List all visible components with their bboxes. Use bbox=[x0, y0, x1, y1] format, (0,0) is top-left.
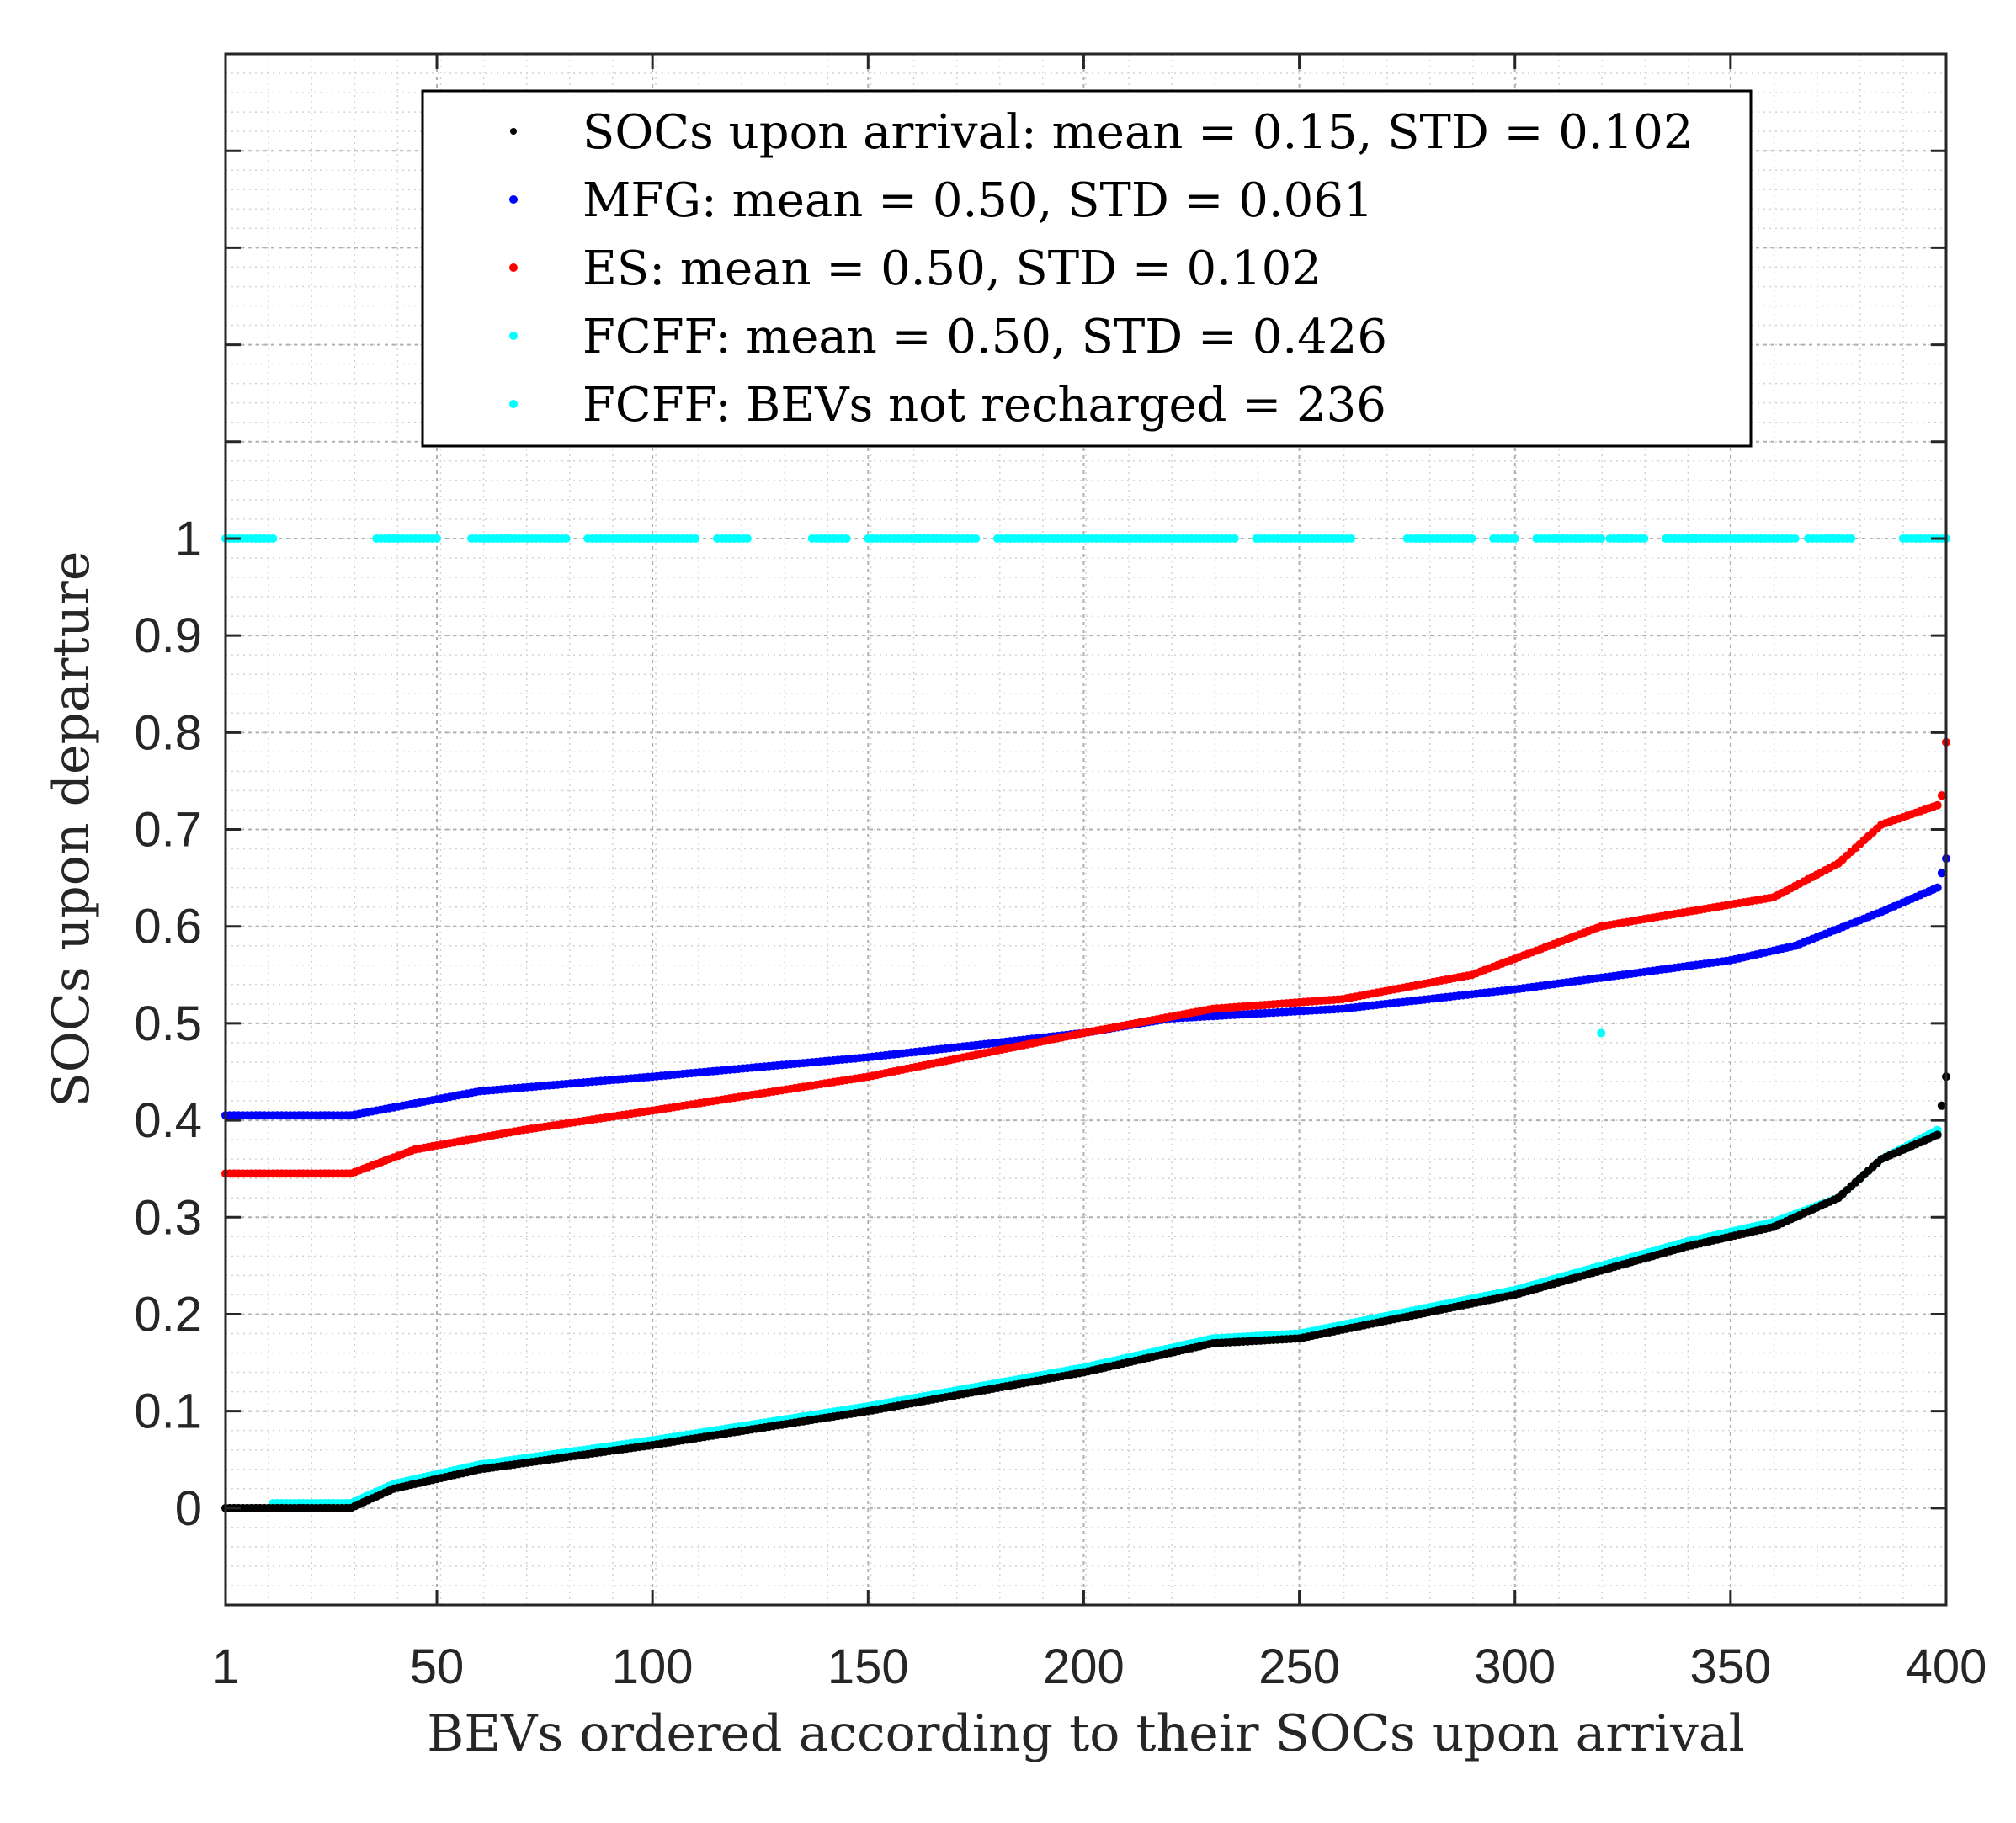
y-tick-label: 0.6 bbox=[134, 900, 202, 954]
y-tick-labels: 0 0.1 0.2 0.3 0.4 0.5 0.6 0.7 0.8 0.9 1 bbox=[134, 512, 202, 1536]
y-tick-label: 0.3 bbox=[134, 1190, 202, 1245]
y-tick-label: 0.1 bbox=[134, 1385, 202, 1439]
y-tick-label: 0.5 bbox=[134, 997, 202, 1051]
es-marker bbox=[1933, 800, 1942, 810]
legend-label-fcff-not-recharged: FCFF: BEVs not recharged = 236 bbox=[582, 378, 1386, 433]
x-axis-title: BEVs ordered according to their SOCs upo… bbox=[427, 1704, 1745, 1763]
x-tick-label: 150 bbox=[827, 1640, 909, 1694]
fcff-not-recharged-marker bbox=[1230, 534, 1239, 543]
mfg-marker bbox=[1937, 869, 1946, 878]
fcff-not-recharged-marker bbox=[842, 534, 851, 543]
x-tick-label: 1 bbox=[212, 1640, 239, 1694]
arrival-marker bbox=[1933, 1130, 1942, 1140]
legend-marker-mfg bbox=[509, 195, 518, 204]
data-markers bbox=[221, 534, 1950, 1512]
legend-label-mfg: MFG: mean = 0.50, STD = 0.061 bbox=[582, 173, 1374, 228]
x-tick-label: 250 bbox=[1258, 1640, 1340, 1694]
y-axis-title: SOCs upon departure bbox=[42, 551, 101, 1108]
fcff-not-recharged-marker bbox=[1347, 534, 1356, 543]
fcff-marker bbox=[1597, 1028, 1606, 1038]
legend-marker-fcff-not-recharged bbox=[509, 400, 518, 408]
arrival-marker bbox=[1937, 1101, 1946, 1110]
fcff-not-recharged-marker bbox=[433, 534, 442, 543]
y-tick-label: 0 bbox=[175, 1481, 202, 1536]
legend-marker-fcff bbox=[509, 332, 518, 340]
fcff-not-recharged-marker bbox=[561, 534, 571, 543]
legend-marker-arrival bbox=[510, 128, 517, 135]
fcff-not-recharged-marker bbox=[1640, 534, 1649, 543]
x-tick-label: 200 bbox=[1043, 1640, 1125, 1694]
fcff-not-recharged-marker bbox=[1510, 534, 1519, 543]
y-tick-label: 0.4 bbox=[134, 1093, 202, 1148]
es-marker bbox=[1937, 791, 1946, 800]
y-tick-label: 1 bbox=[175, 512, 202, 566]
legend-box bbox=[421, 89, 1753, 448]
mfg-marker bbox=[1933, 883, 1942, 892]
fcff-not-recharged-marker bbox=[1597, 534, 1606, 543]
x-tick-label: 350 bbox=[1689, 1640, 1771, 1694]
y-tick-label: 0.2 bbox=[134, 1287, 202, 1342]
fcff-not-recharged-marker bbox=[1790, 534, 1800, 543]
y-tick-label: 0.9 bbox=[134, 609, 202, 663]
fcff-not-recharged-marker bbox=[971, 534, 981, 543]
fcff-not-recharged-marker bbox=[1847, 534, 1856, 543]
fcff-not-recharged-marker bbox=[691, 534, 700, 543]
y-tick-label: 0.8 bbox=[134, 705, 202, 760]
legend-label-fcff: FCFF: mean = 0.50, STD = 0.426 bbox=[582, 310, 1387, 364]
x-tick-label: 50 bbox=[410, 1640, 465, 1694]
fcff-not-recharged-marker bbox=[742, 534, 752, 543]
x-tick-label: 400 bbox=[1906, 1640, 1987, 1694]
x-tick-label: 300 bbox=[1474, 1640, 1556, 1694]
fcff-not-recharged-marker bbox=[1467, 534, 1476, 543]
legend-marker-es bbox=[509, 263, 518, 272]
legend: SOCs upon arrival: mean = 0.15, STD = 0.… bbox=[421, 89, 1753, 448]
x-tick-labels: 1 50 100 150 200 250 300 350 400 bbox=[212, 1640, 1987, 1694]
fcff-not-recharged-marker bbox=[269, 534, 278, 543]
y-tick-label: 0.7 bbox=[134, 803, 202, 858]
axis-ticks bbox=[224, 52, 1948, 1607]
legend-label-es: ES: mean = 0.50, STD = 0.102 bbox=[582, 242, 1322, 296]
legend-label-arrival: SOCs upon arrival: mean = 0.15, STD = 0.… bbox=[582, 105, 1694, 160]
x-tick-label: 100 bbox=[612, 1640, 694, 1694]
